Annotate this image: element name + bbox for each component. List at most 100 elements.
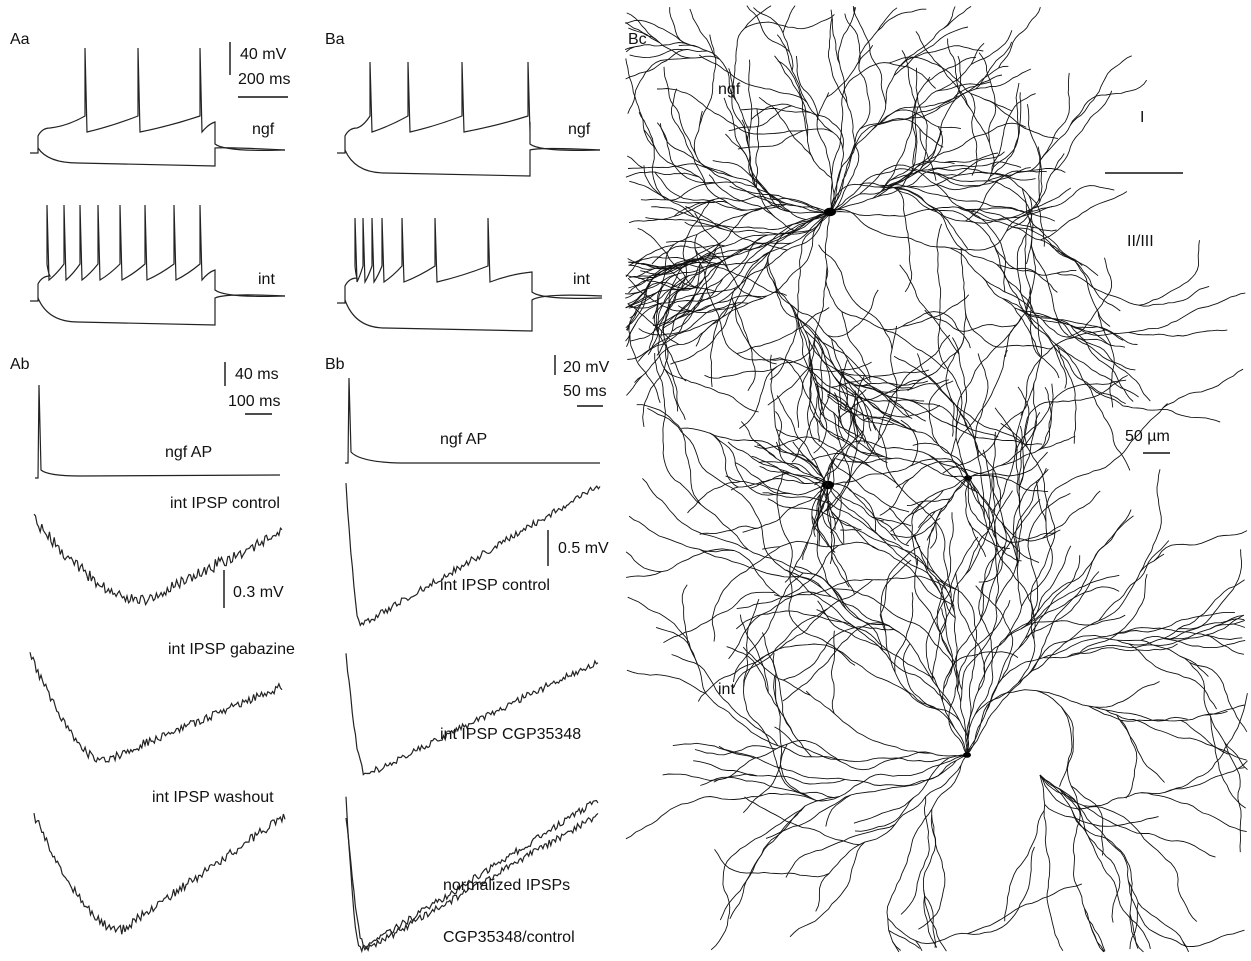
neurite bbox=[1178, 549, 1241, 629]
ipsp-trace bbox=[34, 813, 285, 934]
neurite bbox=[690, 9, 715, 57]
neurite bbox=[747, 6, 790, 52]
neurite bbox=[700, 777, 833, 797]
neurite bbox=[830, 108, 918, 212]
neurite bbox=[630, 49, 708, 57]
neurite bbox=[1003, 299, 1123, 406]
neurite bbox=[967, 638, 1208, 755]
neurite bbox=[1018, 613, 1235, 684]
neurite bbox=[750, 473, 791, 488]
trace-label: CGP35348/control bbox=[443, 929, 575, 946]
neurite bbox=[774, 576, 967, 755]
neurite bbox=[826, 266, 916, 329]
neurite bbox=[888, 847, 1035, 944]
neurite bbox=[917, 354, 1023, 443]
neurite bbox=[1058, 347, 1076, 443]
neurite bbox=[1225, 742, 1242, 852]
neurite bbox=[626, 552, 661, 572]
layer-label: II/III bbox=[1127, 233, 1154, 250]
neurite bbox=[1067, 644, 1178, 657]
neurite bbox=[1129, 644, 1217, 709]
scale-label: 50 µm bbox=[1125, 428, 1170, 445]
neurite bbox=[1077, 338, 1151, 401]
neurite bbox=[847, 473, 909, 512]
scale-label: 20 mV bbox=[563, 359, 610, 376]
neurite bbox=[1154, 531, 1247, 561]
neurite bbox=[1020, 383, 1036, 485]
neurite bbox=[845, 14, 860, 65]
neurite bbox=[777, 470, 792, 598]
neurite bbox=[894, 27, 968, 76]
neurite bbox=[629, 181, 694, 217]
neurite bbox=[756, 109, 759, 188]
neurite bbox=[966, 450, 992, 575]
neurite bbox=[814, 345, 924, 402]
neurite bbox=[907, 499, 950, 506]
soma bbox=[824, 208, 836, 216]
neurite bbox=[819, 245, 892, 350]
neurite bbox=[893, 188, 967, 249]
neurite bbox=[798, 212, 875, 454]
neurite bbox=[627, 670, 706, 693]
neurite bbox=[643, 353, 668, 427]
neurite bbox=[1007, 147, 1043, 231]
trace-label: int IPSP control bbox=[440, 577, 550, 594]
cell-label: ngf bbox=[718, 81, 741, 98]
neurite bbox=[946, 338, 964, 437]
neurite bbox=[637, 405, 701, 505]
neurite bbox=[1027, 186, 1114, 212]
neurite bbox=[664, 67, 696, 155]
neurite bbox=[1027, 104, 1040, 202]
neurite bbox=[1172, 293, 1246, 322]
neurite bbox=[1129, 330, 1228, 336]
neurite bbox=[830, 107, 940, 212]
neurite bbox=[918, 815, 945, 929]
neurite bbox=[975, 491, 1012, 715]
trace-label: int IPSP washout bbox=[152, 789, 274, 806]
neurite bbox=[685, 215, 826, 230]
neurite bbox=[744, 599, 817, 801]
neurite bbox=[1021, 615, 1125, 629]
neurite bbox=[777, 35, 843, 212]
panel-label: Bc bbox=[628, 31, 647, 48]
neurite bbox=[626, 49, 688, 79]
neurite bbox=[967, 884, 1082, 934]
neurite bbox=[976, 42, 1012, 89]
neurite bbox=[673, 743, 755, 758]
neurite bbox=[724, 98, 755, 186]
neurite bbox=[927, 478, 968, 541]
scale-label: 200 ms bbox=[238, 71, 290, 88]
neurite bbox=[712, 547, 780, 642]
layer-label: I bbox=[1140, 109, 1144, 126]
neurite bbox=[918, 478, 968, 528]
voltage-trace bbox=[345, 149, 600, 177]
neurite bbox=[626, 172, 699, 177]
panel-label: Bb bbox=[325, 356, 345, 373]
neurite bbox=[672, 655, 778, 746]
soma bbox=[963, 752, 971, 758]
panel-label: Ab bbox=[10, 356, 30, 373]
neurite bbox=[628, 597, 691, 648]
neurite bbox=[629, 516, 734, 552]
traces bbox=[30, 48, 602, 951]
neurite bbox=[996, 426, 1024, 604]
neurite bbox=[773, 653, 793, 733]
trace-label: ngf bbox=[568, 121, 591, 138]
neurite bbox=[899, 46, 983, 67]
neurite bbox=[923, 809, 946, 951]
neurite bbox=[628, 164, 830, 213]
neurite bbox=[810, 369, 820, 442]
neurite bbox=[783, 6, 795, 33]
neurite bbox=[1041, 73, 1069, 159]
panel-label: Ba bbox=[325, 31, 345, 48]
neurite bbox=[666, 344, 686, 420]
neurite bbox=[1057, 273, 1210, 306]
neurite bbox=[745, 797, 860, 845]
neurite bbox=[626, 549, 780, 596]
neurite bbox=[855, 798, 914, 832]
trace-label: int IPSP control bbox=[170, 495, 280, 512]
neurite bbox=[832, 552, 854, 594]
neurite bbox=[880, 110, 961, 129]
trace-label: int bbox=[258, 271, 275, 288]
voltage-trace bbox=[337, 62, 600, 153]
